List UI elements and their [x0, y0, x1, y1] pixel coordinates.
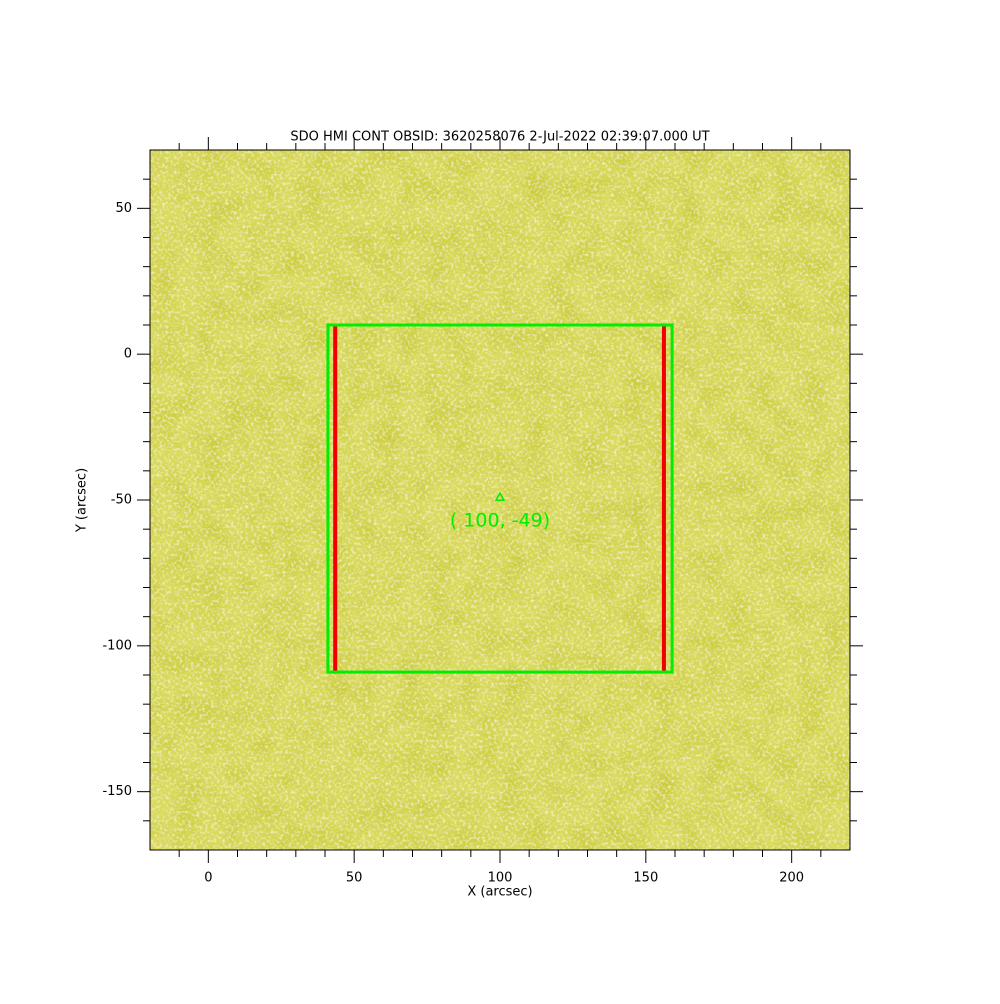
x-tick-label: 150 [633, 871, 658, 886]
y-tick-label: -100 [102, 638, 132, 653]
y-axis-label: Y (arcsec) [75, 468, 90, 533]
center-marker [494, 491, 506, 501]
x-tick-label: 200 [779, 871, 804, 886]
y-tick-label: 50 [115, 201, 132, 216]
x-tick-label: 0 [204, 871, 212, 886]
x-tick-label: 50 [346, 871, 363, 886]
center-label: ( 100, -49) [450, 510, 550, 532]
x-tick-label: 100 [488, 871, 513, 886]
y-tick-label: 0 [124, 347, 132, 362]
y-tick-label: -50 [111, 493, 132, 508]
x-axis-label: X (arcsec) [467, 885, 532, 900]
y-tick-label: -150 [102, 784, 132, 799]
field-of-view-box [326, 323, 674, 674]
